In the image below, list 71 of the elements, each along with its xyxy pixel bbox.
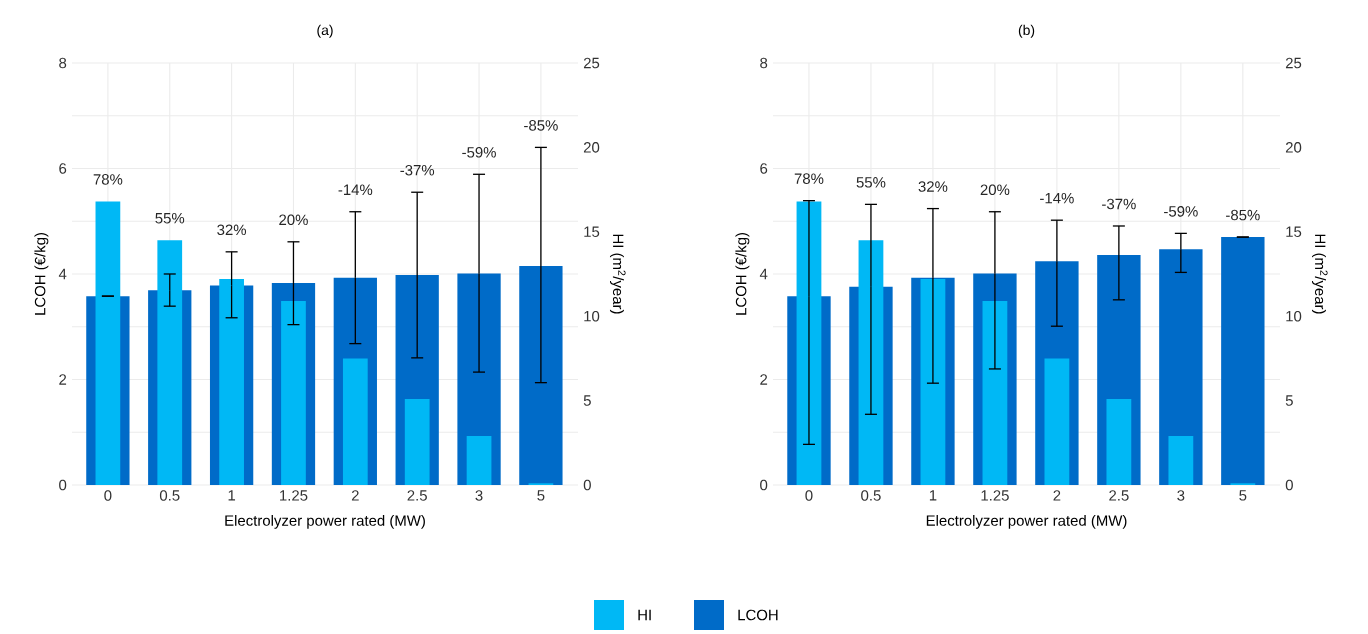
annotation: 55%: [155, 212, 185, 224]
y2-tick-label: 0: [583, 479, 591, 491]
y2-tick-label: 15: [1286, 226, 1302, 237]
annotation: 32%: [918, 181, 948, 192]
annotation: 20%: [279, 214, 308, 226]
y2-axis-title: HI (m$^{2}$/year): [609, 234, 626, 314]
x-tick-label: 5: [537, 490, 545, 501]
legend-label: LCOH: [738, 609, 778, 621]
annotation: 55%: [856, 177, 886, 188]
y2-tick-label: 20: [1285, 142, 1302, 153]
x-axis-title: Electrolyzer power rated (MW): [926, 514, 1127, 529]
y-tick-label: 0: [760, 479, 768, 491]
x-tick-label: 1.25: [280, 490, 308, 501]
annotation: -37%: [1102, 198, 1136, 210]
x-tick-label: 3: [475, 490, 483, 501]
x-tick-label: 0: [104, 490, 112, 501]
y2-tick-label: 25: [1285, 57, 1302, 69]
y-tick-label: 4: [759, 268, 768, 280]
annotation: -59%: [1164, 206, 1198, 217]
x-tick-label: 0.5: [159, 490, 180, 501]
annotation: 20%: [980, 184, 1010, 196]
y2-tick-label: 0: [1285, 479, 1293, 491]
y-tick-label: 6: [760, 163, 768, 174]
y2-tick-label: 25: [583, 57, 600, 69]
y-tick-label: 6: [59, 163, 67, 174]
annotation: -14%: [338, 184, 373, 195]
annotation: 32%: [217, 224, 247, 236]
y2-tick-label: 20: [583, 142, 600, 153]
x-tick-label: 2.5: [1109, 490, 1129, 501]
y-axis-title: LCOH (€/kg): [34, 233, 49, 315]
annotation: -85%: [1226, 209, 1260, 221]
bar: [466, 436, 492, 485]
y-axis-title: LCOH (€/kg): [735, 233, 750, 315]
x-tick-label: 1.25: [981, 490, 1009, 501]
annotation: 78%: [794, 173, 824, 184]
annotation: 78%: [93, 174, 123, 185]
legend-label: HI: [638, 609, 651, 621]
bar: [1168, 436, 1194, 485]
y-tick-label: 4: [58, 268, 67, 280]
chart-title: (b): [1018, 24, 1035, 38]
bar: [342, 358, 368, 485]
y-tick-label: 2: [760, 374, 768, 385]
bar: [1221, 237, 1265, 485]
chart-title: (a): [317, 24, 333, 38]
annotation: -14%: [1040, 192, 1074, 204]
annotation: -85%: [524, 120, 558, 131]
annotation: -59%: [462, 147, 496, 158]
y-tick-label: 8: [760, 57, 768, 69]
y-tick-label: 0: [59, 479, 67, 491]
y2-axis-title: HI (m$^{2}$/year): [1311, 234, 1328, 314]
bar: [1044, 358, 1070, 485]
y-tick-label: 8: [59, 57, 67, 69]
y2-tick-label: 10: [1286, 310, 1302, 322]
x-tick-label: 0.5: [861, 490, 881, 501]
y2-tick-label: 10: [584, 310, 600, 322]
bar: [1106, 398, 1132, 485]
bar: [404, 398, 430, 485]
x-tick-label: 1: [228, 490, 236, 501]
x-tick-label: 0: [805, 490, 813, 501]
x-tick-label: 1: [929, 490, 937, 501]
y2-tick-label: 5: [583, 395, 591, 406]
x-tick-label: 2: [351, 490, 359, 501]
y2-tick-label: 15: [584, 226, 600, 237]
y2-tick-label: 5: [1285, 395, 1293, 406]
x-tick-label: 3: [1177, 490, 1185, 501]
x-axis-title: Electrolyzer power rated (MW): [225, 514, 425, 529]
y-tick-label: 2: [59, 374, 67, 385]
x-tick-label: 5: [1239, 490, 1247, 501]
x-tick-label: 2: [1053, 490, 1061, 501]
annotation: -37%: [400, 164, 435, 176]
x-tick-label: 2.5: [407, 490, 427, 501]
